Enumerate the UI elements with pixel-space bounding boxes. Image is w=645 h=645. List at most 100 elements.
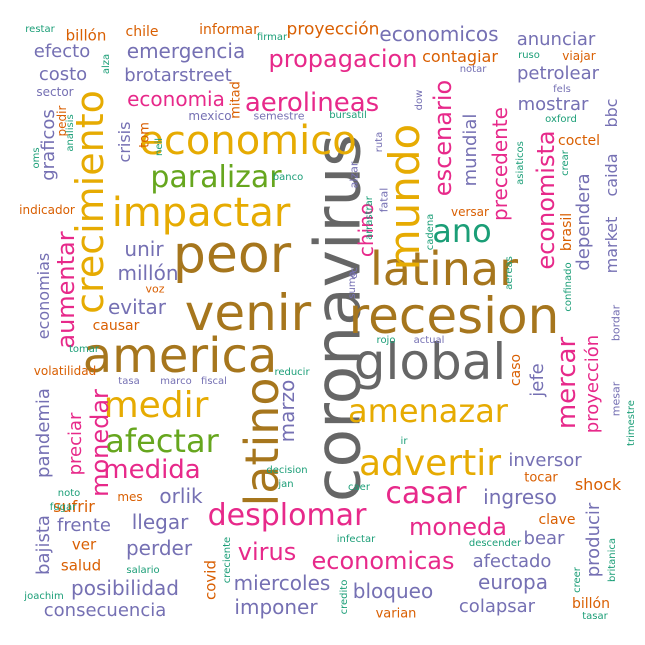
word-dow: ruta: [374, 131, 385, 153]
word-cadena: crear: [560, 150, 571, 176]
word-causar: informar: [199, 22, 259, 38]
word-proyeccion: proyección: [582, 334, 603, 434]
word-indicador: varian: [375, 606, 417, 622]
word-clave: shock: [574, 475, 622, 494]
word-posibilidad: posibilidad: [71, 576, 179, 600]
word-reducir: fiscal: [201, 376, 227, 387]
word-arrastrar: fatal: [377, 187, 391, 213]
word-mexico: semestre: [253, 109, 305, 123]
word-alzar: neil: [154, 137, 165, 157]
word-ir: reducir: [274, 367, 310, 378]
word-brasil: coctel: [558, 133, 600, 149]
word-billon: billón: [572, 596, 610, 612]
word-ingreso: ingreso: [483, 485, 557, 509]
word-mostrar: mostrar: [517, 94, 589, 115]
word-mesar: confinado: [563, 262, 574, 312]
word-descender: infectar: [336, 534, 376, 545]
word-noto: caer: [348, 482, 370, 493]
word-tocar: tom: [137, 122, 153, 148]
word-venir: venir: [184, 284, 312, 342]
word-caida: caida: [602, 153, 621, 197]
word-covid: salud: [60, 556, 102, 575]
word-confinado: aereas: [504, 256, 515, 290]
word-afectado: afectado: [472, 551, 552, 572]
word-tasar: joachim: [24, 591, 64, 602]
word-sumo: cadena: [425, 213, 436, 251]
word-semestre: analisis: [65, 114, 76, 152]
word-pandemia: pandemia: [33, 388, 54, 478]
word-mundial: mundial: [460, 113, 481, 187]
word-infectar: fugar: [49, 502, 77, 513]
word-frente: frente: [57, 515, 111, 536]
word-voz: versar: [451, 205, 489, 219]
word-economia: economia: [127, 87, 225, 111]
word-creer: descender: [468, 538, 522, 549]
word-coctel: contagiar: [422, 47, 498, 66]
word-crisis: crisis: [115, 121, 134, 163]
word-fels: ruso: [518, 50, 540, 61]
word-america: america: [82, 328, 278, 384]
word-informar: chile: [125, 24, 159, 40]
word-economicos: economicos: [379, 22, 499, 46]
word-notar: dow: [414, 89, 425, 111]
word-bloqueo: bloqueo: [352, 579, 434, 603]
word-analisis: oms: [31, 147, 42, 169]
word-economista: economista: [532, 130, 560, 270]
word-miercoles: miercoles: [233, 571, 331, 595]
word-aumentar: aumentar: [52, 231, 80, 349]
word-moneda: moneda: [409, 513, 507, 541]
word-anunciar: anunciar: [516, 29, 596, 50]
word-chile: billón: [65, 26, 107, 45]
word-actual: rojo: [376, 335, 396, 346]
word-rojo: dc: [349, 267, 360, 279]
word-economias: economias: [34, 252, 53, 340]
word-preciar: preciar: [65, 412, 86, 476]
word-jefe: jefe: [527, 363, 548, 397]
word-fatal: alzar: [347, 161, 361, 189]
word-medida: medida: [103, 455, 201, 485]
word-brotarstreet: brotarstreet: [124, 65, 232, 86]
word-consecuencia: consecuencia: [43, 600, 167, 621]
word-joachim: credito: [339, 579, 350, 615]
word-firmar: voz: [145, 282, 165, 296]
word-paralizar: paralizar: [150, 160, 282, 195]
word-pedir: mes: [117, 490, 143, 504]
word-perder: perder: [125, 536, 193, 560]
word-propagacion: propagacion: [268, 45, 418, 73]
word-recesion: recesion: [348, 287, 560, 345]
word-emergencia: emergencia: [126, 39, 246, 63]
word-orlik: orlik: [159, 484, 203, 508]
word-aereas: actual: [413, 335, 445, 346]
word-marzo: marzo: [275, 379, 299, 443]
word-creciente: britanica: [607, 537, 618, 583]
word-global: global: [353, 333, 507, 391]
word-trimestre: bordar: [609, 304, 623, 342]
word-crear: asiaticos: [515, 141, 526, 185]
word-mitad: causar: [92, 318, 140, 334]
word-banco: bursatil: [329, 110, 367, 121]
word-fiscal: marco: [160, 376, 192, 387]
word-imponer: imponer: [234, 595, 318, 619]
word-neil: banco: [272, 172, 304, 183]
word-casar: casar: [385, 476, 467, 511]
word-bajista: bajista: [33, 515, 54, 575]
word-monedar: monedar: [86, 389, 114, 497]
word-evitar: evitar: [107, 295, 167, 319]
word-peor: peor: [172, 225, 292, 285]
word-jan: decision: [266, 465, 308, 476]
word-salud: ver: [71, 535, 97, 554]
word-credito: salario: [126, 565, 160, 576]
word-vuelo: tasar: [582, 611, 608, 622]
word-bursatil: mexico: [188, 109, 232, 123]
word-oms: sector: [36, 85, 74, 99]
word-oxford: fels: [553, 84, 571, 95]
word-mes: volatilidad: [33, 364, 97, 378]
word-tomar: trimestre: [626, 400, 637, 446]
word-aerolineas: aerolineas: [244, 88, 380, 118]
word-bordar: mesar: [609, 381, 623, 417]
word-restar: firmar: [256, 32, 288, 43]
word-bbc: bbc: [602, 98, 621, 128]
word-sufrir: clave: [538, 512, 576, 528]
word-millon: millón: [117, 261, 179, 285]
